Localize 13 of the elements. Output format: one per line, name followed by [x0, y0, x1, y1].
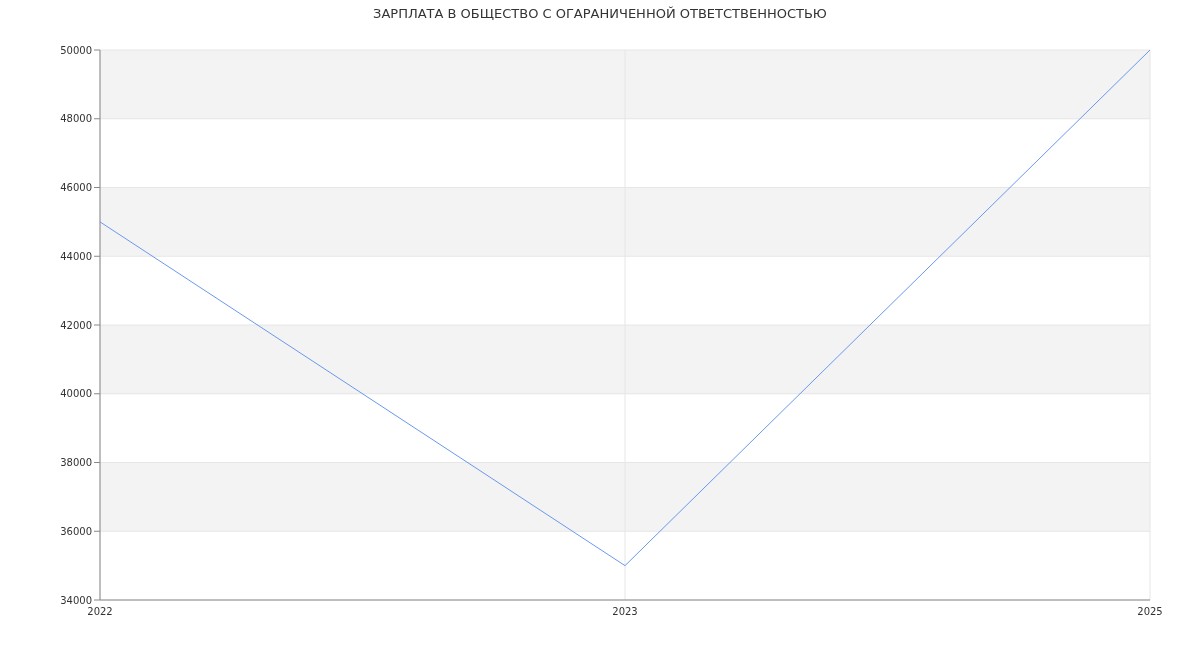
chart-title: ЗАРПЛАТА В ОБЩЕСТВО С ОГАРАНИЧЕННОЙ ОТВЕТСТВЕННОСТЬЮ — [372, 6, 828, 21]
y-tick-label: 34000 — [60, 594, 92, 606]
x-tick-label: 2025 — [1137, 606, 1163, 618]
y-tick-label: 46000 — [60, 182, 92, 194]
y-tick-label: 38000 — [60, 457, 92, 469]
x-tick-label: 2022 — [87, 606, 113, 618]
x-tick-label: 2023 — [612, 606, 638, 618]
y-tick-label: 42000 — [60, 319, 92, 331]
y-tick-label: 50000 — [60, 44, 92, 56]
y-tick-label: 44000 — [60, 250, 92, 262]
y-tick-label: 36000 — [60, 525, 92, 537]
y-tick-label: 48000 — [60, 113, 92, 125]
y-tick-label: 40000 — [60, 388, 92, 400]
